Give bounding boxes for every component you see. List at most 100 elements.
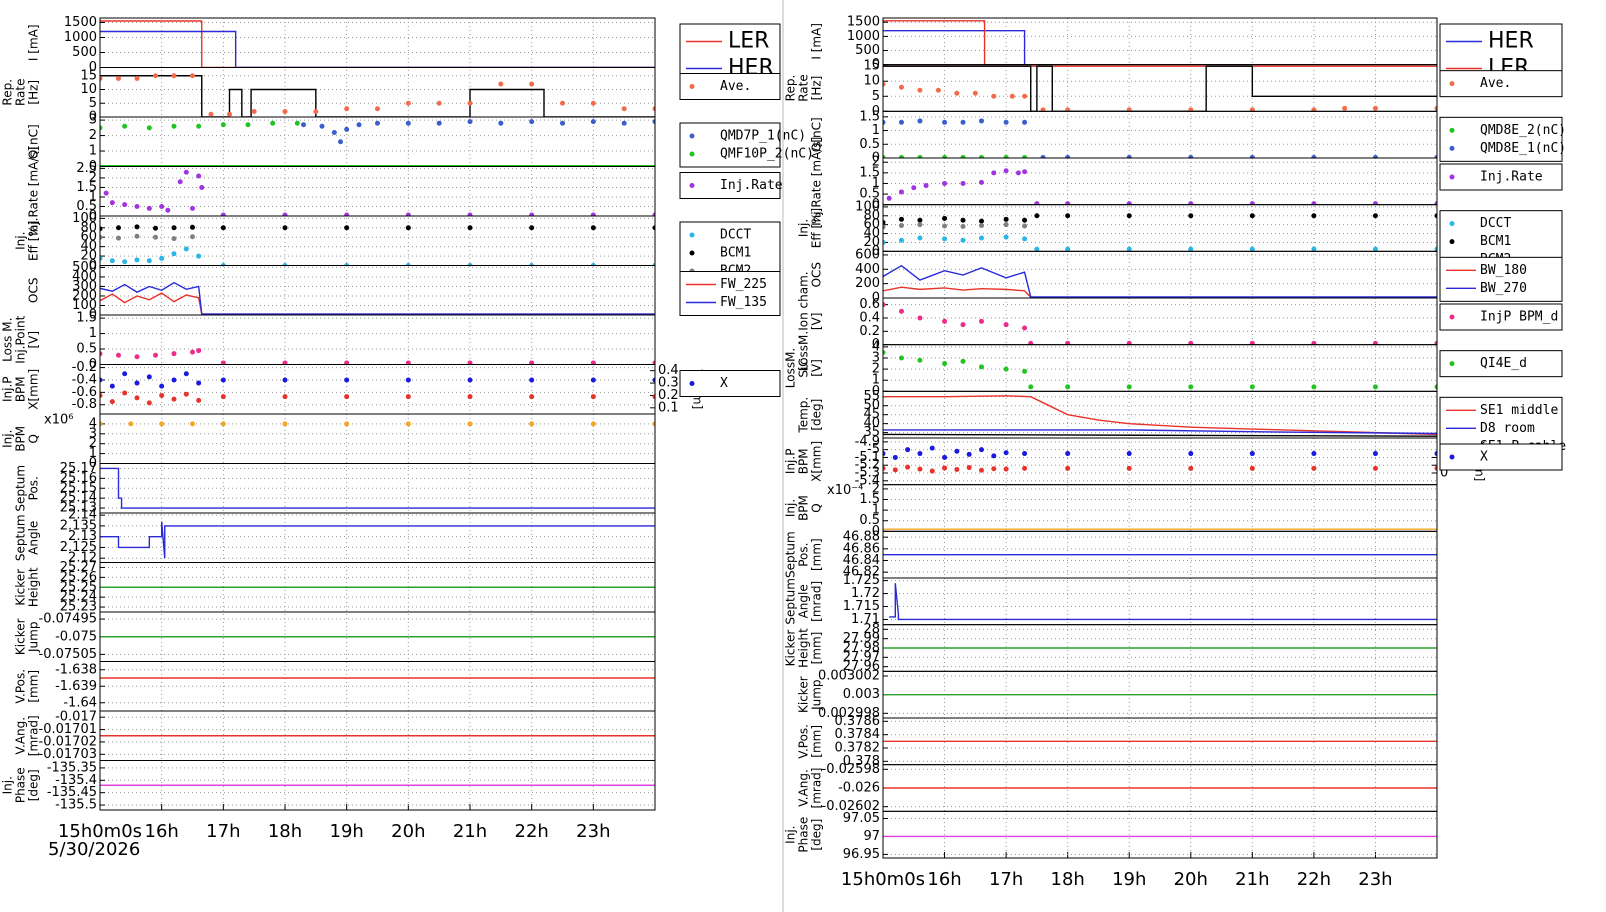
data-point [942, 223, 948, 229]
data-point [405, 421, 411, 427]
data-point [923, 183, 929, 189]
series-line [100, 30, 655, 68]
data-point [159, 383, 165, 389]
series-line [100, 521, 655, 559]
y-tick-label: 1 [89, 144, 97, 159]
legend-label: Ave. [720, 79, 751, 94]
y-tick-label: 0 [89, 456, 97, 471]
data-point [134, 354, 140, 360]
y-tick-label: 3 [89, 113, 97, 128]
y-axis-label: Inj. [784, 826, 798, 844]
x-tick-label: 20h [1174, 869, 1208, 890]
legend-label: InjP BPM_d [1480, 310, 1558, 325]
data-point [960, 237, 966, 243]
y-tick-label: 1.5 [859, 492, 880, 507]
data-point [942, 154, 948, 159]
y-tick-label: 80 [863, 208, 880, 223]
data-point [319, 123, 325, 129]
y-axis-label: Inj.Rate [mA/s] [27, 147, 41, 236]
y-axis-label: Eff [%] [810, 208, 824, 248]
data-point [1126, 246, 1132, 252]
y-tick-label: -5 [867, 442, 880, 457]
series-line [883, 286, 1437, 298]
y-tick-label: 1.5 [76, 311, 97, 326]
y-tick-label: 0 [89, 159, 97, 174]
data-point [935, 87, 941, 93]
y-tick-label: 46.82 [843, 565, 880, 580]
data-point [1003, 222, 1009, 228]
y-axis-label: Angle [27, 521, 41, 555]
y-axis-label: [mm] [810, 725, 824, 758]
data-point [405, 100, 411, 106]
data-point [1434, 340, 1437, 345]
y-tick-label: -0.01701 [39, 722, 97, 737]
data-point [1034, 246, 1040, 252]
y-tick-label: 0.5 [76, 199, 97, 214]
data-point [1126, 201, 1132, 205]
data-point [190, 73, 195, 79]
data-point [196, 348, 202, 354]
data-point [1003, 466, 1009, 472]
y-axis-label: Pos. [27, 476, 41, 500]
y-axis-label: [deg] [27, 769, 41, 801]
data-point [171, 73, 177, 79]
y-tick-label: 0.6 [859, 297, 880, 312]
y-tick-label: 2 [89, 170, 97, 185]
legend-box [1439, 116, 1563, 162]
data-point [529, 394, 535, 400]
data-point [1311, 201, 1317, 205]
y-tick-label: 25.13 [60, 501, 97, 516]
data-point [1188, 246, 1194, 252]
data-point [978, 218, 984, 224]
data-point [892, 467, 898, 473]
data-point [1003, 366, 1009, 372]
data-point [1372, 154, 1378, 159]
legend-box [1439, 303, 1563, 331]
y-axis-label: BPM [797, 448, 811, 474]
data-point [966, 451, 972, 457]
y-tick-label: 5 [872, 89, 880, 104]
y-axis-label: Inj.P [1, 376, 15, 402]
data-point [883, 219, 886, 225]
y-axis-label: Rate [797, 74, 811, 102]
data-point [1126, 213, 1132, 219]
y-tick-label: 2 [872, 481, 880, 496]
data-point [1311, 465, 1317, 471]
y-axis-label: Inj. [797, 219, 811, 237]
y-axis-label: Inj.P [784, 449, 798, 475]
legend-box [1439, 256, 1563, 302]
data-point [183, 371, 189, 377]
x-tick-label: 17h [989, 869, 1023, 890]
y-tick-label: -0.075 [55, 629, 97, 644]
y-axis-label: Loss M. [1, 318, 15, 362]
data-point [911, 185, 917, 191]
y-axis-label: Q [27, 434, 41, 443]
y-tick-label: -1.639 [55, 679, 97, 694]
scale-label: x10⁶ [44, 413, 73, 428]
data-point [898, 223, 904, 229]
legend-box [679, 122, 781, 168]
data-point [196, 123, 202, 129]
data-point [116, 352, 121, 358]
y-tick-label: 0.3782 [835, 741, 881, 756]
y-axis-label: [Hz] [27, 80, 41, 105]
y-tick-label: 0.5 [76, 342, 97, 357]
data-point [220, 122, 226, 128]
data-point [652, 106, 655, 112]
data-point [356, 122, 362, 128]
y-tick-label: 1 [872, 503, 880, 518]
data-point [153, 352, 158, 358]
series-line [883, 433, 1437, 437]
y-tick-label: 40 [863, 226, 880, 241]
y-axis-label: Rep. [784, 75, 798, 102]
data-point [1022, 236, 1028, 242]
data-point [978, 447, 984, 453]
legend-box [1439, 163, 1563, 191]
y-tick-label: 1000 [847, 29, 880, 44]
data-point [652, 119, 655, 125]
data-point [1040, 154, 1046, 159]
data-point [1188, 201, 1194, 205]
y-axis-label: Rep. [1, 79, 15, 106]
data-point [621, 120, 627, 126]
legend-swatch [689, 381, 695, 386]
